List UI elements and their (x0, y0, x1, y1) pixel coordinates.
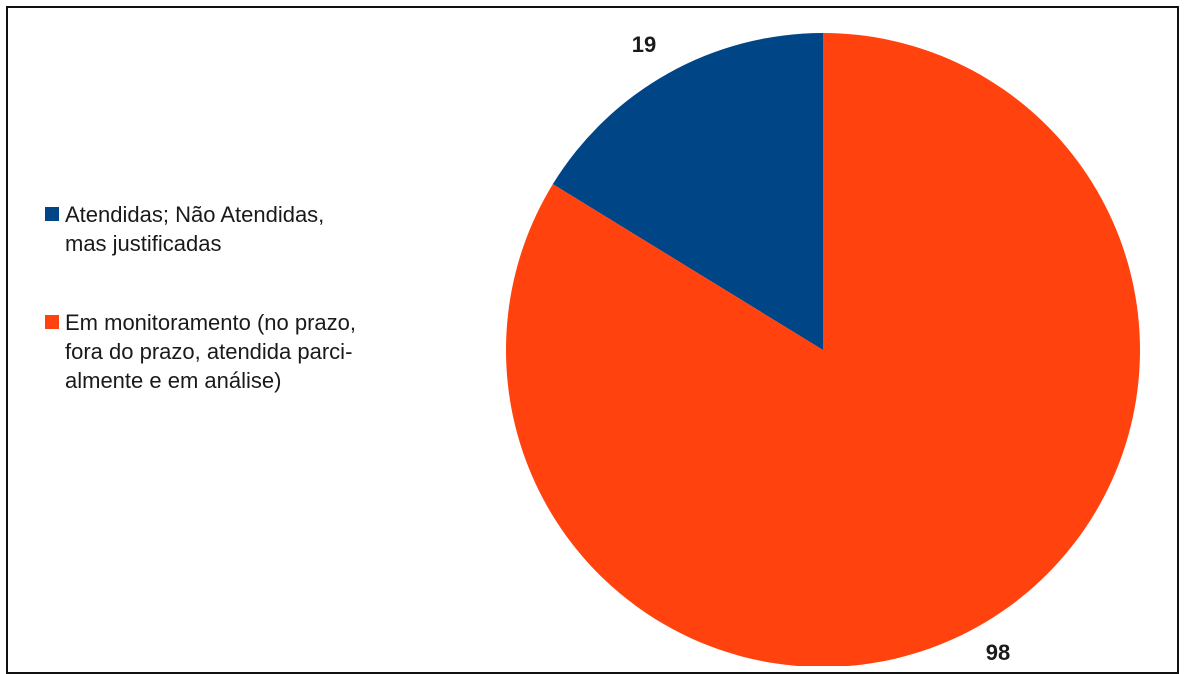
legend: Atendidas; Não Atendidas, mas justificad… (45, 200, 405, 395)
data-label-atendidas: 19 (632, 32, 656, 57)
legend-item-em-monitoramento: Em monitoramento (no prazo, fora do praz… (45, 308, 405, 395)
legend-item-atendidas: Atendidas; Não Atendidas, mas justificad… (45, 200, 405, 258)
pie-slice-atendidas (552, 33, 823, 350)
data-label-em-monitoramento: 98 (986, 640, 1010, 665)
pie-slice-em-monitoramento (506, 33, 1140, 666)
legend-label-atendidas: Atendidas; Não Atendidas, mas justificad… (65, 202, 325, 256)
legend-swatch-em-monitoramento (45, 315, 59, 329)
legend-swatch-atendidas (45, 207, 59, 221)
legend-label-em-monitoramento: Em monitoramento (no prazo, fora do praz… (65, 310, 357, 393)
